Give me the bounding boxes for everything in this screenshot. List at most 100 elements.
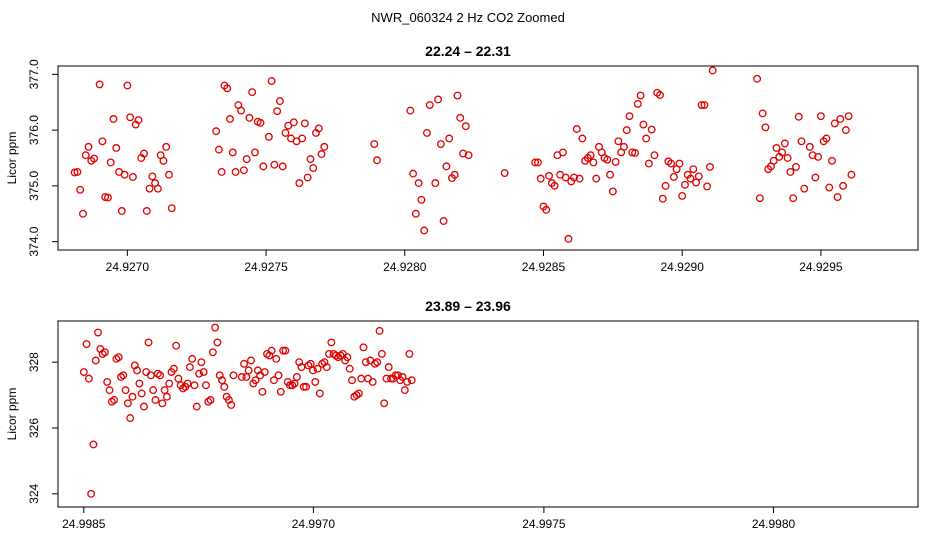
data-point (368, 377, 377, 386)
data-point (76, 185, 85, 194)
data-point (142, 368, 151, 376)
data-point (761, 123, 770, 132)
data-point (298, 134, 307, 143)
data-point (825, 183, 834, 192)
axis-ticks-bottom: 24.9985 24.9970 24.9975 24.9980 324 326 328 (27, 352, 796, 531)
data-point (281, 128, 290, 137)
figure-title: NWR_060324 2 Hz CO2 Zoomed (371, 10, 565, 25)
data-point (403, 377, 412, 386)
data-point (251, 376, 260, 385)
data-point (103, 193, 112, 202)
data-point (833, 193, 842, 201)
data-point (284, 121, 293, 130)
data-point (407, 376, 416, 385)
data-point (343, 353, 352, 362)
data-point (82, 340, 91, 348)
data-point (126, 414, 135, 423)
data-point (377, 349, 386, 358)
data-point (190, 381, 199, 390)
data-point (103, 377, 112, 386)
data-point (133, 366, 142, 375)
data-point (606, 170, 615, 179)
data-point (608, 187, 617, 196)
data-point (223, 84, 232, 93)
data-point (425, 101, 434, 109)
data-point (100, 348, 109, 357)
plot-panel-top: 22.24 – 22.31 Licor ppm 24.9270 24.9275 24… (5, 43, 919, 274)
data-point (678, 191, 687, 200)
x-tick-label: 24.9295 (799, 260, 843, 274)
data-point (302, 382, 311, 391)
y-tick-label: 375.0 (27, 171, 41, 201)
data-point (658, 194, 667, 203)
data-point (144, 338, 153, 347)
data-point (816, 112, 825, 121)
data-point (531, 158, 540, 167)
data-point (769, 156, 778, 165)
data-point (229, 371, 238, 380)
data-point (248, 88, 257, 97)
data-point (633, 99, 642, 108)
data-point (208, 348, 217, 357)
data-point (464, 151, 473, 160)
data-point (126, 113, 135, 122)
data-point (572, 125, 581, 133)
data-point (550, 181, 559, 190)
data-point (260, 368, 269, 376)
data-point (380, 399, 389, 408)
data-point (279, 346, 288, 355)
data-points-top (70, 66, 856, 243)
data-point (226, 115, 234, 123)
data-point (686, 174, 695, 183)
data-point (105, 386, 114, 395)
data-point (274, 371, 283, 380)
data-point (592, 174, 601, 183)
data-point (211, 323, 220, 332)
data-point (753, 74, 762, 83)
data-point (272, 354, 281, 363)
data-point (631, 149, 639, 157)
data-point (586, 151, 595, 160)
data-point (558, 148, 567, 157)
data-point (142, 207, 151, 215)
data-point (128, 173, 137, 181)
data-point (406, 106, 415, 115)
axis-ticks-top: 24.9270 24.9275 24.9280 24.9285 24.9290 24.92… (27, 59, 843, 274)
data-point (797, 137, 806, 146)
data-point (625, 112, 634, 121)
data-point (327, 338, 336, 347)
data-point (240, 359, 249, 368)
data-point (106, 158, 115, 167)
data-point (73, 167, 82, 176)
data-point (237, 373, 246, 381)
data-point (373, 156, 381, 165)
data-point (303, 173, 312, 182)
data-point (197, 358, 206, 367)
data-point (247, 356, 255, 365)
data-point (151, 396, 160, 404)
data-point (140, 402, 148, 411)
data-point (84, 142, 93, 151)
data-point (545, 171, 553, 180)
data-point (847, 170, 856, 179)
data-point (642, 134, 651, 143)
data-point (239, 166, 248, 175)
data-point (149, 386, 158, 395)
data-point (217, 167, 226, 176)
x-tick-label: 24.9275 (244, 260, 288, 274)
data-point (445, 134, 454, 143)
data-point (188, 354, 197, 363)
data-point (669, 173, 678, 181)
data-point (117, 207, 126, 215)
data-point (276, 387, 285, 396)
data-point (703, 182, 712, 191)
data-point (561, 173, 570, 182)
data-point (836, 115, 845, 123)
data-point (841, 126, 850, 135)
data-point (212, 127, 221, 136)
data-point (603, 155, 612, 164)
data-point (614, 137, 623, 146)
data-point (755, 194, 764, 203)
data-point (112, 144, 121, 152)
